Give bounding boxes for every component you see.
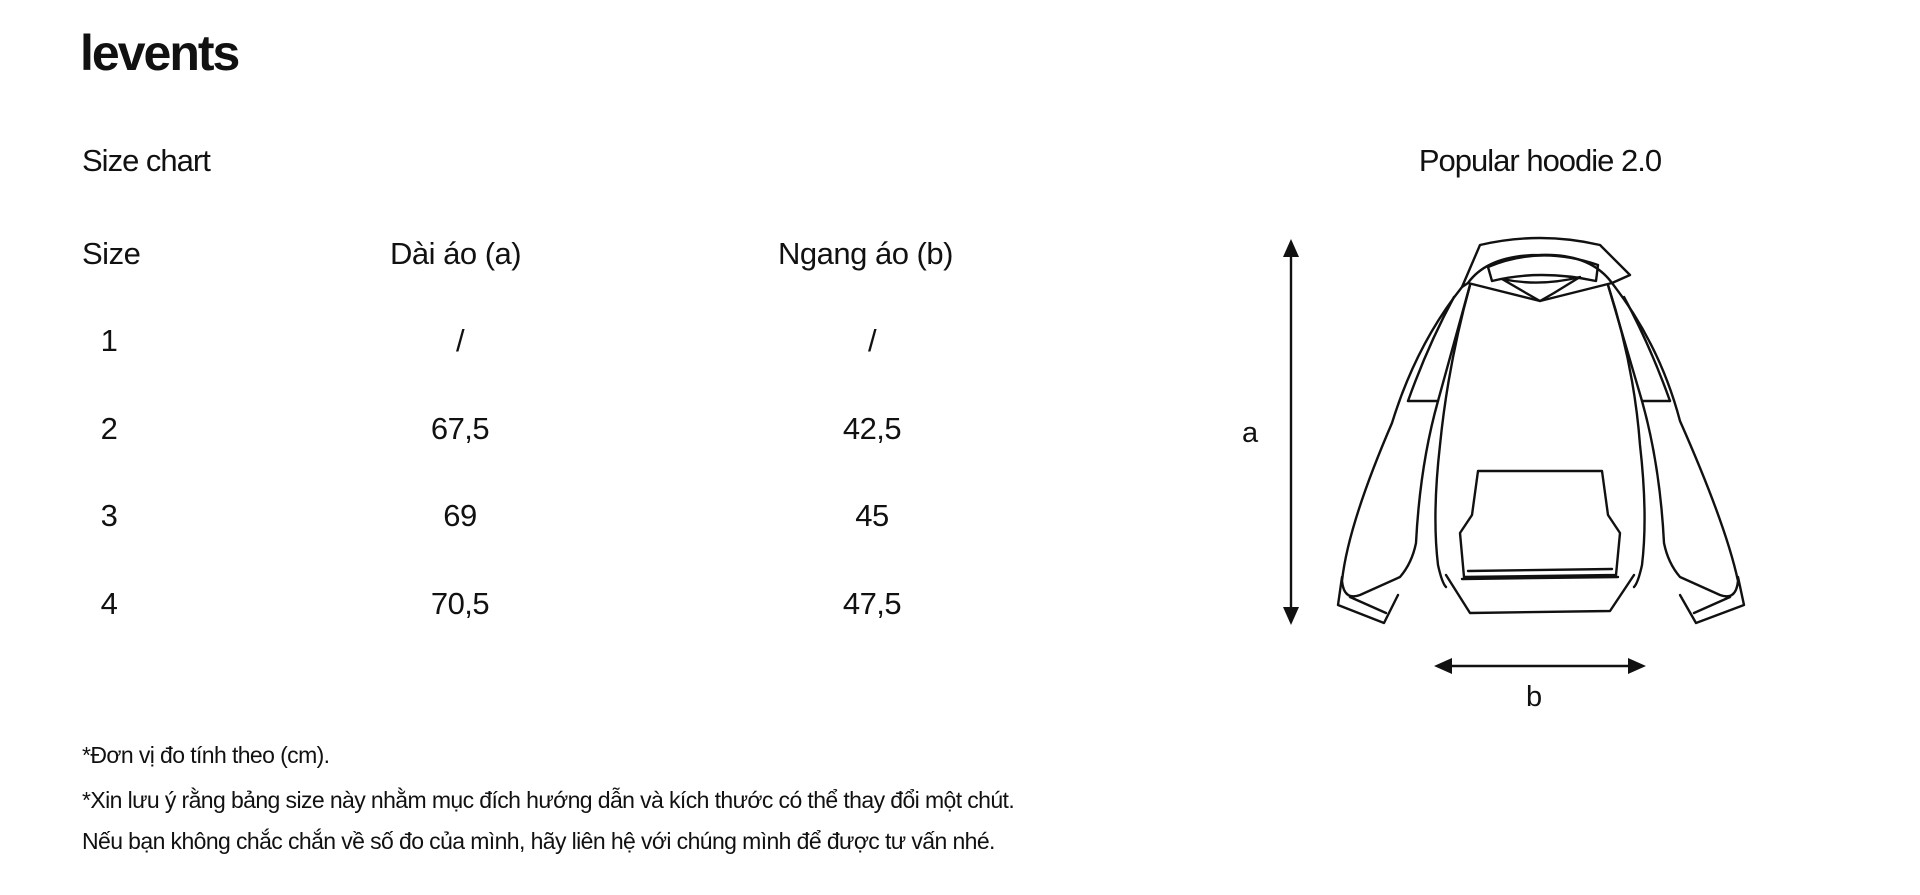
row-3-width-b: 45 xyxy=(855,498,889,533)
row-3-length-a: 69 xyxy=(443,498,477,533)
arrow-horizontal-icon xyxy=(1434,658,1646,674)
size-table: Size Dài áo (a) Ngang áo (b) 1 / / 2 67,… xyxy=(0,0,1100,660)
header-width-b: Ngang áo (b) xyxy=(778,236,953,271)
row-1-size: 1 xyxy=(100,323,118,358)
hoodie-illustration xyxy=(1336,236,1746,625)
note-contact: Nếu bạn không chắc chắn về số đo của mìn… xyxy=(82,828,995,854)
dimension-label-a: a xyxy=(1242,417,1259,449)
size-chart-title: Size chart xyxy=(82,143,211,178)
note-unit: *Đơn vị đo tính theo (cm). xyxy=(82,742,330,768)
row-2-length-a: 67,5 xyxy=(430,411,490,446)
row-1-width-b: / xyxy=(867,323,877,358)
hoodie-diagram: a b xyxy=(1240,225,1780,725)
row-4-size: 4 xyxy=(100,586,118,621)
row-4-length-a: 70,5 xyxy=(430,586,490,621)
row-4-width-b: 47,5 xyxy=(842,586,902,621)
row-2-width-b: 42,5 xyxy=(842,411,902,446)
header-length-a: Dài áo (a) xyxy=(390,236,522,271)
header-size: Size xyxy=(82,236,141,271)
row-3-size: 3 xyxy=(100,498,118,533)
brand-logo: levents xyxy=(80,25,240,81)
row-1-length-a: / xyxy=(455,323,465,358)
arrow-vertical-icon xyxy=(1283,239,1299,625)
product-name: Popular hoodie 2.0 xyxy=(1418,143,1662,178)
dimension-label-b: b xyxy=(1526,681,1543,713)
row-2-size: 2 xyxy=(100,411,118,446)
note-disclaimer: *Xin lưu ý rằng bảng size này nhằm mục đ… xyxy=(82,787,1015,813)
